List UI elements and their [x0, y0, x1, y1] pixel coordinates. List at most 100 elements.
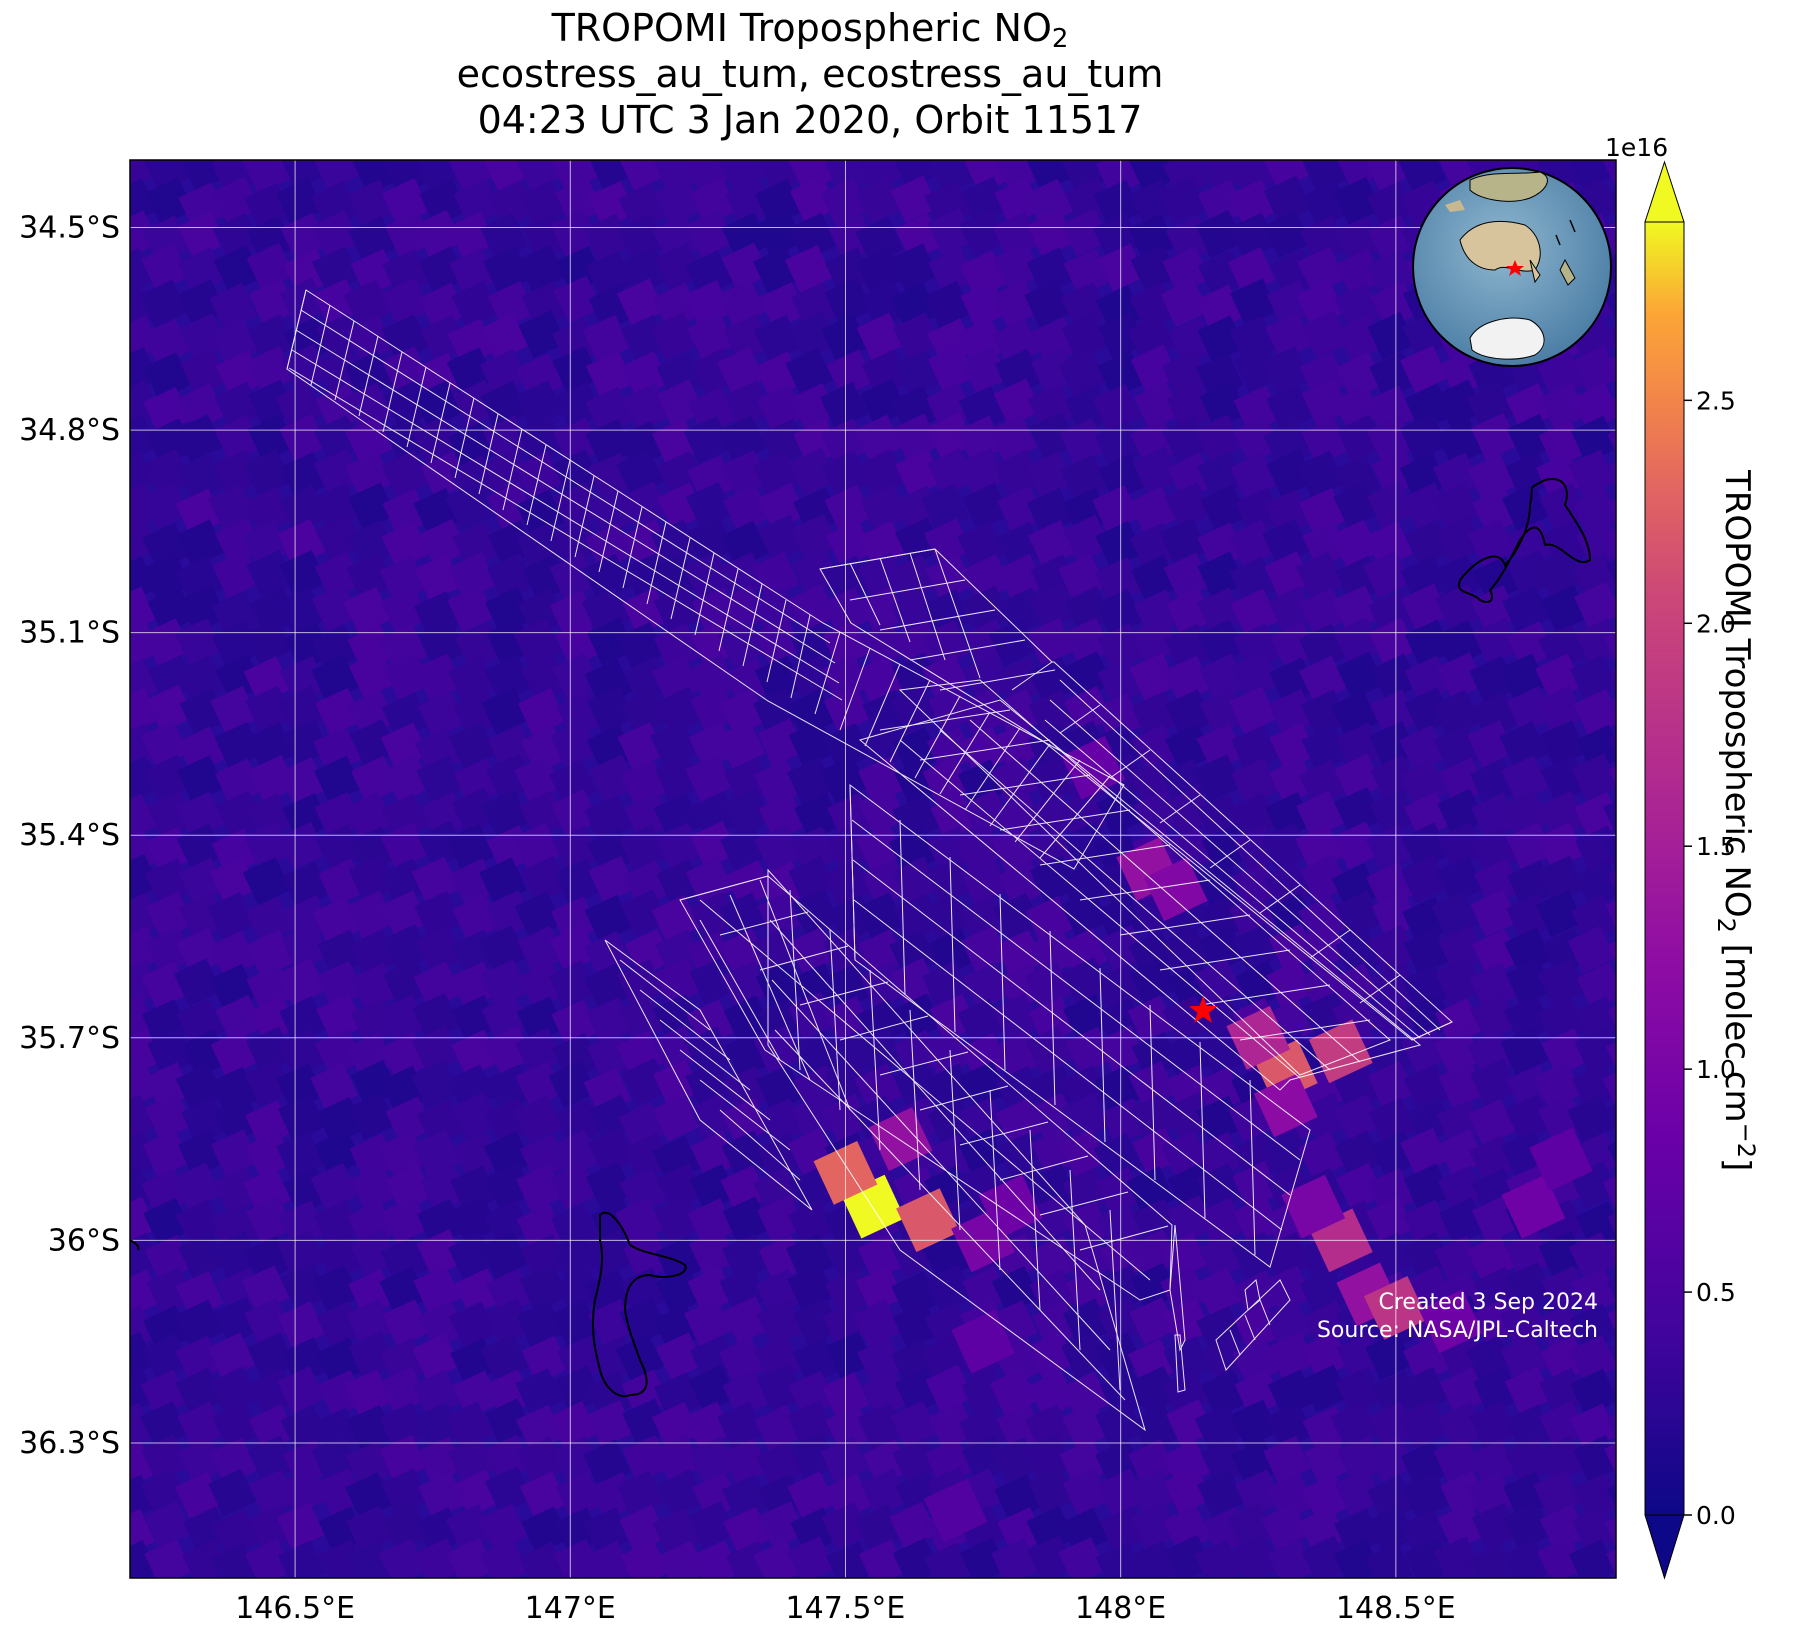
- no2-pixel: [1571, 1063, 1616, 1112]
- no2-pixel: [1435, 957, 1484, 1006]
- no2-pixel: [824, 247, 873, 296]
- no2-pixel: [1438, 757, 1487, 806]
- no2-pixel: [717, 160, 766, 191]
- no2-pixel: [145, 891, 194, 940]
- no2-pixel: [856, 823, 904, 872]
- no2-pixel: [622, 1434, 671, 1483]
- no2-pixel: [1404, 687, 1453, 736]
- svg-text:TROPOMI Tropospheric NO2 [mole: TROPOMI Tropospheric NO2 [molec cm−2]: [1718, 470, 1758, 1171]
- no2-pixel: [413, 380, 462, 429]
- no2-pixel: [487, 724, 536, 773]
- no2-pixel: [1403, 1163, 1452, 1212]
- no2-pixel: [145, 1092, 193, 1141]
- no2-pixel: [315, 1028, 363, 1077]
- no2-pixel: [381, 346, 430, 394]
- no2-pixel: [1095, 1542, 1144, 1578]
- no2-pixel: [519, 1263, 568, 1312]
- no2-pixel: [618, 160, 667, 191]
- no2-pixel: [183, 1506, 231, 1555]
- no2-pixel: [488, 180, 537, 228]
- no2-pixel: [178, 211, 227, 260]
- no2-pixel: [725, 179, 774, 227]
- no2-pixel: [788, 927, 837, 975]
- no2-pixel: [379, 1366, 428, 1415]
- no2-pixel: [1131, 617, 1180, 666]
- no2-pixel: [859, 586, 908, 634]
- colorbar-extend-max: [1644, 160, 1685, 223]
- no2-pixel: [757, 1195, 805, 1243]
- no2-pixel: [1267, 1331, 1316, 1380]
- no2-pixel: [1229, 452, 1278, 501]
- no2-pixel: [617, 721, 666, 770]
- no2-pixel: [1097, 1468, 1146, 1517]
- no2-pixel: [1094, 557, 1143, 605]
- no2-pixel: [997, 485, 1045, 534]
- no2-pixel: [143, 449, 192, 497]
- no2-pixel: [246, 1195, 294, 1244]
- no2-pixel: [177, 1436, 226, 1485]
- no2-hotspot-pixel: [896, 1188, 960, 1253]
- no2-pixel: [685, 754, 734, 802]
- no2-pixel: [964, 160, 1013, 194]
- no2-pixel: [753, 314, 802, 363]
- no2-pixel: [655, 822, 704, 871]
- no2-pixel: [553, 1435, 602, 1484]
- no2-pixel: [616, 278, 665, 327]
- no2-pixel: [175, 1367, 224, 1416]
- no2-pixel: [1499, 1299, 1548, 1348]
- no2-pixel: [1161, 927, 1210, 975]
- no2-pixel: [554, 1365, 603, 1414]
- no2-pixel: [453, 1131, 501, 1180]
- no2-pixel: [1098, 924, 1147, 973]
- no2-pixel: [1029, 411, 1078, 460]
- no2-pixel: [1403, 1231, 1452, 1280]
- no2-pixel: [211, 1402, 260, 1450]
- no2-pixel: [756, 1064, 805, 1113]
- no2-pixel: [1572, 383, 1616, 431]
- no2-pixel: [622, 1057, 670, 1106]
- created-credit: Created 3 Sep 2024: [1378, 1290, 1599, 1315]
- no2-pixel: [280, 160, 328, 190]
- no2-pixel: [624, 1132, 673, 1181]
- title-subscript: 2: [1051, 24, 1069, 54]
- no2-pixel: [1365, 1542, 1414, 1578]
- no2-pixel: [1504, 1502, 1553, 1551]
- no2-pixel: [656, 686, 705, 735]
- no2-pixel: [177, 383, 226, 432]
- no2-pixel: [516, 415, 565, 464]
- no2-pixel: [690, 892, 739, 940]
- no2-pixel: [991, 1266, 1040, 1314]
- no2-pixel: [692, 1472, 741, 1521]
- no2-pixel: [754, 824, 803, 873]
- no2-pixel: [1539, 1504, 1588, 1552]
- no2-pixel: [550, 209, 599, 258]
- no2-pixel: [687, 387, 736, 436]
- no2-pixel: [1263, 1231, 1312, 1280]
- no2-pixel: [1129, 160, 1178, 194]
- no2-pixel: [1335, 1366, 1384, 1415]
- no2-pixel: [1499, 721, 1548, 770]
- no2-pixel: [690, 177, 738, 226]
- no2-pixel: [583, 1507, 631, 1556]
- no2-pixel: [130, 380, 160, 428]
- no2-pixel: [520, 1233, 568, 1282]
- no2-pixel: [689, 1164, 738, 1212]
- colorbar-tick-label: 0.0: [1696, 1501, 1736, 1530]
- no2-pixel: [1437, 1165, 1486, 1214]
- no2-pixel: [856, 160, 905, 192]
- no2-pixel: [1368, 617, 1417, 666]
- no2-pixel: [1235, 487, 1284, 536]
- ecostress-footprints: [286, 289, 1453, 1432]
- no2-pixel: [889, 1501, 938, 1550]
- no2-pixel: [210, 1029, 259, 1078]
- no2-pixel: [1301, 378, 1350, 427]
- no2-pixel: [144, 755, 193, 803]
- no2-pixel: [791, 963, 840, 1012]
- no2-pixel: [721, 1474, 770, 1523]
- no2-pixel: [1433, 1536, 1482, 1578]
- no2-pixel: [130, 346, 160, 395]
- no2-pixel: [1505, 1230, 1553, 1279]
- no2-pixel: [146, 684, 194, 733]
- no2-pixel: [178, 279, 226, 328]
- colorbar-tick-label: 2.5: [1696, 386, 1736, 415]
